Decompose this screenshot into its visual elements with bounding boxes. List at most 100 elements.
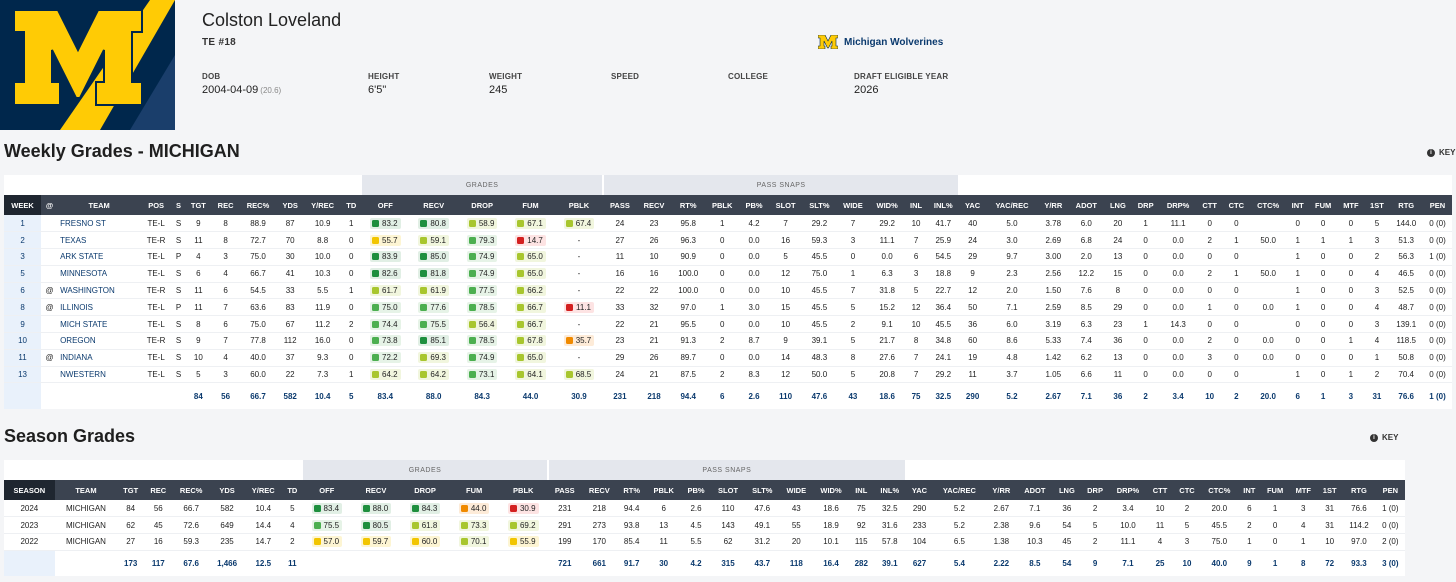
col-header-adot[interactable]: ADOT xyxy=(1016,480,1053,500)
col-header-drp-pct[interactable]: DRP% xyxy=(1109,480,1147,500)
col-header-lng[interactable]: LNG xyxy=(1052,480,1081,500)
opponent-link[interactable]: MICH STATE xyxy=(58,315,141,334)
col-header-rec-pct[interactable]: REC% xyxy=(172,480,211,500)
col-header-fum[interactable]: FUM xyxy=(1260,480,1290,500)
opponent-link[interactable]: WASHINGTON xyxy=(58,282,141,300)
col-header-fum[interactable]: FUM xyxy=(449,480,499,500)
season-key-button[interactable]: i KEY xyxy=(1370,433,1398,442)
col-header-y-rec[interactable]: Y/REC xyxy=(244,480,283,500)
col-header-off[interactable]: OFF xyxy=(361,195,410,215)
col-header-week[interactable]: WEEK xyxy=(4,195,42,215)
col-header-ctc-pct[interactable]: CTC% xyxy=(1249,195,1287,215)
opponent-link[interactable]: ARK STATE xyxy=(58,248,141,266)
col-header-yac[interactable]: YAC xyxy=(905,480,934,500)
col-header-team[interactable]: TEAM xyxy=(58,195,141,215)
col-header-int[interactable]: INT xyxy=(1237,480,1261,500)
col-header-yac[interactable]: YAC xyxy=(959,195,987,215)
col-header-ctc[interactable]: CTC xyxy=(1173,480,1201,500)
col-header-ctc-pct[interactable]: CTC% xyxy=(1200,480,1238,500)
col-header-td[interactable]: TD xyxy=(282,480,303,500)
col-header-rtg[interactable]: RTG xyxy=(1389,195,1424,215)
col-header-rec[interactable]: REC xyxy=(144,480,173,500)
col-header-pb-pct[interactable]: PB% xyxy=(681,480,711,500)
col-header-pblk[interactable]: PBLK xyxy=(705,195,740,215)
col-header-fum[interactable]: FUM xyxy=(506,195,555,215)
team-link[interactable]: Michigan Wolverines xyxy=(818,35,943,49)
weekly-key-button[interactable]: i KEY xyxy=(1427,148,1455,157)
col-header-drp[interactable]: DRP xyxy=(1131,195,1160,215)
col-header-tgt[interactable]: TGT xyxy=(117,480,145,500)
col-header-mtf[interactable]: MTF xyxy=(1289,480,1318,500)
col-header-drp-pct[interactable]: DRP% xyxy=(1159,195,1197,215)
opponent-link[interactable]: ILLINOIS xyxy=(58,298,141,317)
col-header-ctc[interactable]: CTC xyxy=(1222,195,1250,215)
col-header-pb-pct[interactable]: PB% xyxy=(739,195,769,215)
col-header-lng[interactable]: LNG xyxy=(1103,195,1132,215)
col-header-ctt[interactable]: CTT xyxy=(1196,195,1223,215)
col-header-yac-rec[interactable]: YAC/REC xyxy=(933,480,986,500)
col-header-wid-pct[interactable]: WID% xyxy=(813,480,849,500)
col-header-y-rr[interactable]: Y/RR xyxy=(985,480,1017,500)
opponent-link[interactable]: MINNESOTA xyxy=(58,265,141,283)
col-header-slot[interactable]: SLOT xyxy=(768,195,803,215)
col-header-rt-pct[interactable]: RT% xyxy=(616,480,647,500)
opponent-link[interactable]: INDIANA xyxy=(58,349,141,367)
col-header-tgt[interactable]: TGT xyxy=(185,195,212,215)
col-header-td[interactable]: TD xyxy=(341,195,362,215)
col-header-slot[interactable]: SLOT xyxy=(710,480,746,500)
col-header-slt-pct[interactable]: SLT% xyxy=(802,195,837,215)
col-header-rtg[interactable]: RTG xyxy=(1342,480,1376,500)
col-header-recv[interactable]: RECV xyxy=(581,480,617,500)
col-header-1st[interactable]: 1ST xyxy=(1317,480,1343,500)
col-header-pos[interactable]: POS xyxy=(140,195,172,215)
col-header-inl-pct[interactable]: INL% xyxy=(873,480,906,500)
col-header-wide[interactable]: WIDE xyxy=(836,195,870,215)
opponent-link[interactable]: TEXAS xyxy=(58,231,141,250)
col-header-inl-pct[interactable]: INL% xyxy=(927,195,960,215)
col-header-pblk[interactable]: PBLK xyxy=(646,480,682,500)
col-header-y-rr[interactable]: Y/RR xyxy=(1037,195,1069,215)
col-header-off[interactable]: OFF xyxy=(302,480,352,500)
col-header-s[interactable]: S xyxy=(172,195,186,215)
col-header-slt-pct[interactable]: SLT% xyxy=(745,480,780,500)
grade-chip: 73.3 xyxy=(458,519,490,531)
opponent-link[interactable]: OREGON xyxy=(58,332,141,350)
grade-value: 55.7 xyxy=(382,235,398,245)
cell-recv: 80.8 xyxy=(409,215,458,233)
col-header-pass[interactable]: PASS xyxy=(603,195,637,215)
col-header-wid-pct[interactable]: WID% xyxy=(869,195,905,215)
col-header-season[interactable]: SEASON xyxy=(4,480,55,500)
opponent-link[interactable]: FRESNO ST xyxy=(58,215,141,233)
col-header-inl[interactable]: INL xyxy=(904,195,928,215)
col-header-inl[interactable]: INL xyxy=(848,480,874,500)
col-header-drop[interactable]: DROP xyxy=(400,480,450,500)
col-header-rt-pct[interactable]: RT% xyxy=(671,195,706,215)
col-header-recv[interactable]: RECV xyxy=(636,195,672,215)
col-header-rec-pct[interactable]: REC% xyxy=(239,195,277,215)
col-header-[interactable]: @ xyxy=(41,195,59,215)
opponent-link[interactable]: NWESTERN xyxy=(58,366,141,384)
col-header-rec[interactable]: REC xyxy=(211,195,240,215)
col-header-pass[interactable]: PASS xyxy=(547,480,582,500)
col-header-pblk[interactable]: PBLK xyxy=(498,480,548,500)
col-header-yds[interactable]: YDS xyxy=(276,195,304,215)
col-header-fum[interactable]: FUM xyxy=(1308,195,1338,215)
col-header-1st[interactable]: 1ST xyxy=(1364,195,1390,215)
col-header-pen[interactable]: PEN xyxy=(1375,480,1405,500)
col-header-int[interactable]: INT xyxy=(1286,195,1309,215)
col-header-ctt[interactable]: CTT xyxy=(1146,480,1174,500)
col-header-mtf[interactable]: MTF xyxy=(1337,195,1365,215)
col-header-yac-rec[interactable]: YAC/REC xyxy=(986,195,1038,215)
col-header-recv[interactable]: RECV xyxy=(409,195,458,215)
col-header-wide[interactable]: WIDE xyxy=(779,480,814,500)
col-header-y-rec[interactable]: Y/REC xyxy=(303,195,342,215)
col-header-drp[interactable]: DRP xyxy=(1080,480,1110,500)
col-header-pen[interactable]: PEN xyxy=(1423,195,1452,215)
col-header-pblk[interactable]: PBLK xyxy=(554,195,604,215)
col-header-drop[interactable]: DROP xyxy=(457,195,507,215)
col-header-adot[interactable]: ADOT xyxy=(1068,195,1104,215)
col-header-recv[interactable]: RECV xyxy=(351,480,401,500)
col-header-team[interactable]: TEAM xyxy=(54,480,118,500)
cell-wid-pct: 29.2 xyxy=(869,215,905,233)
col-header-yds[interactable]: YDS xyxy=(210,480,245,500)
